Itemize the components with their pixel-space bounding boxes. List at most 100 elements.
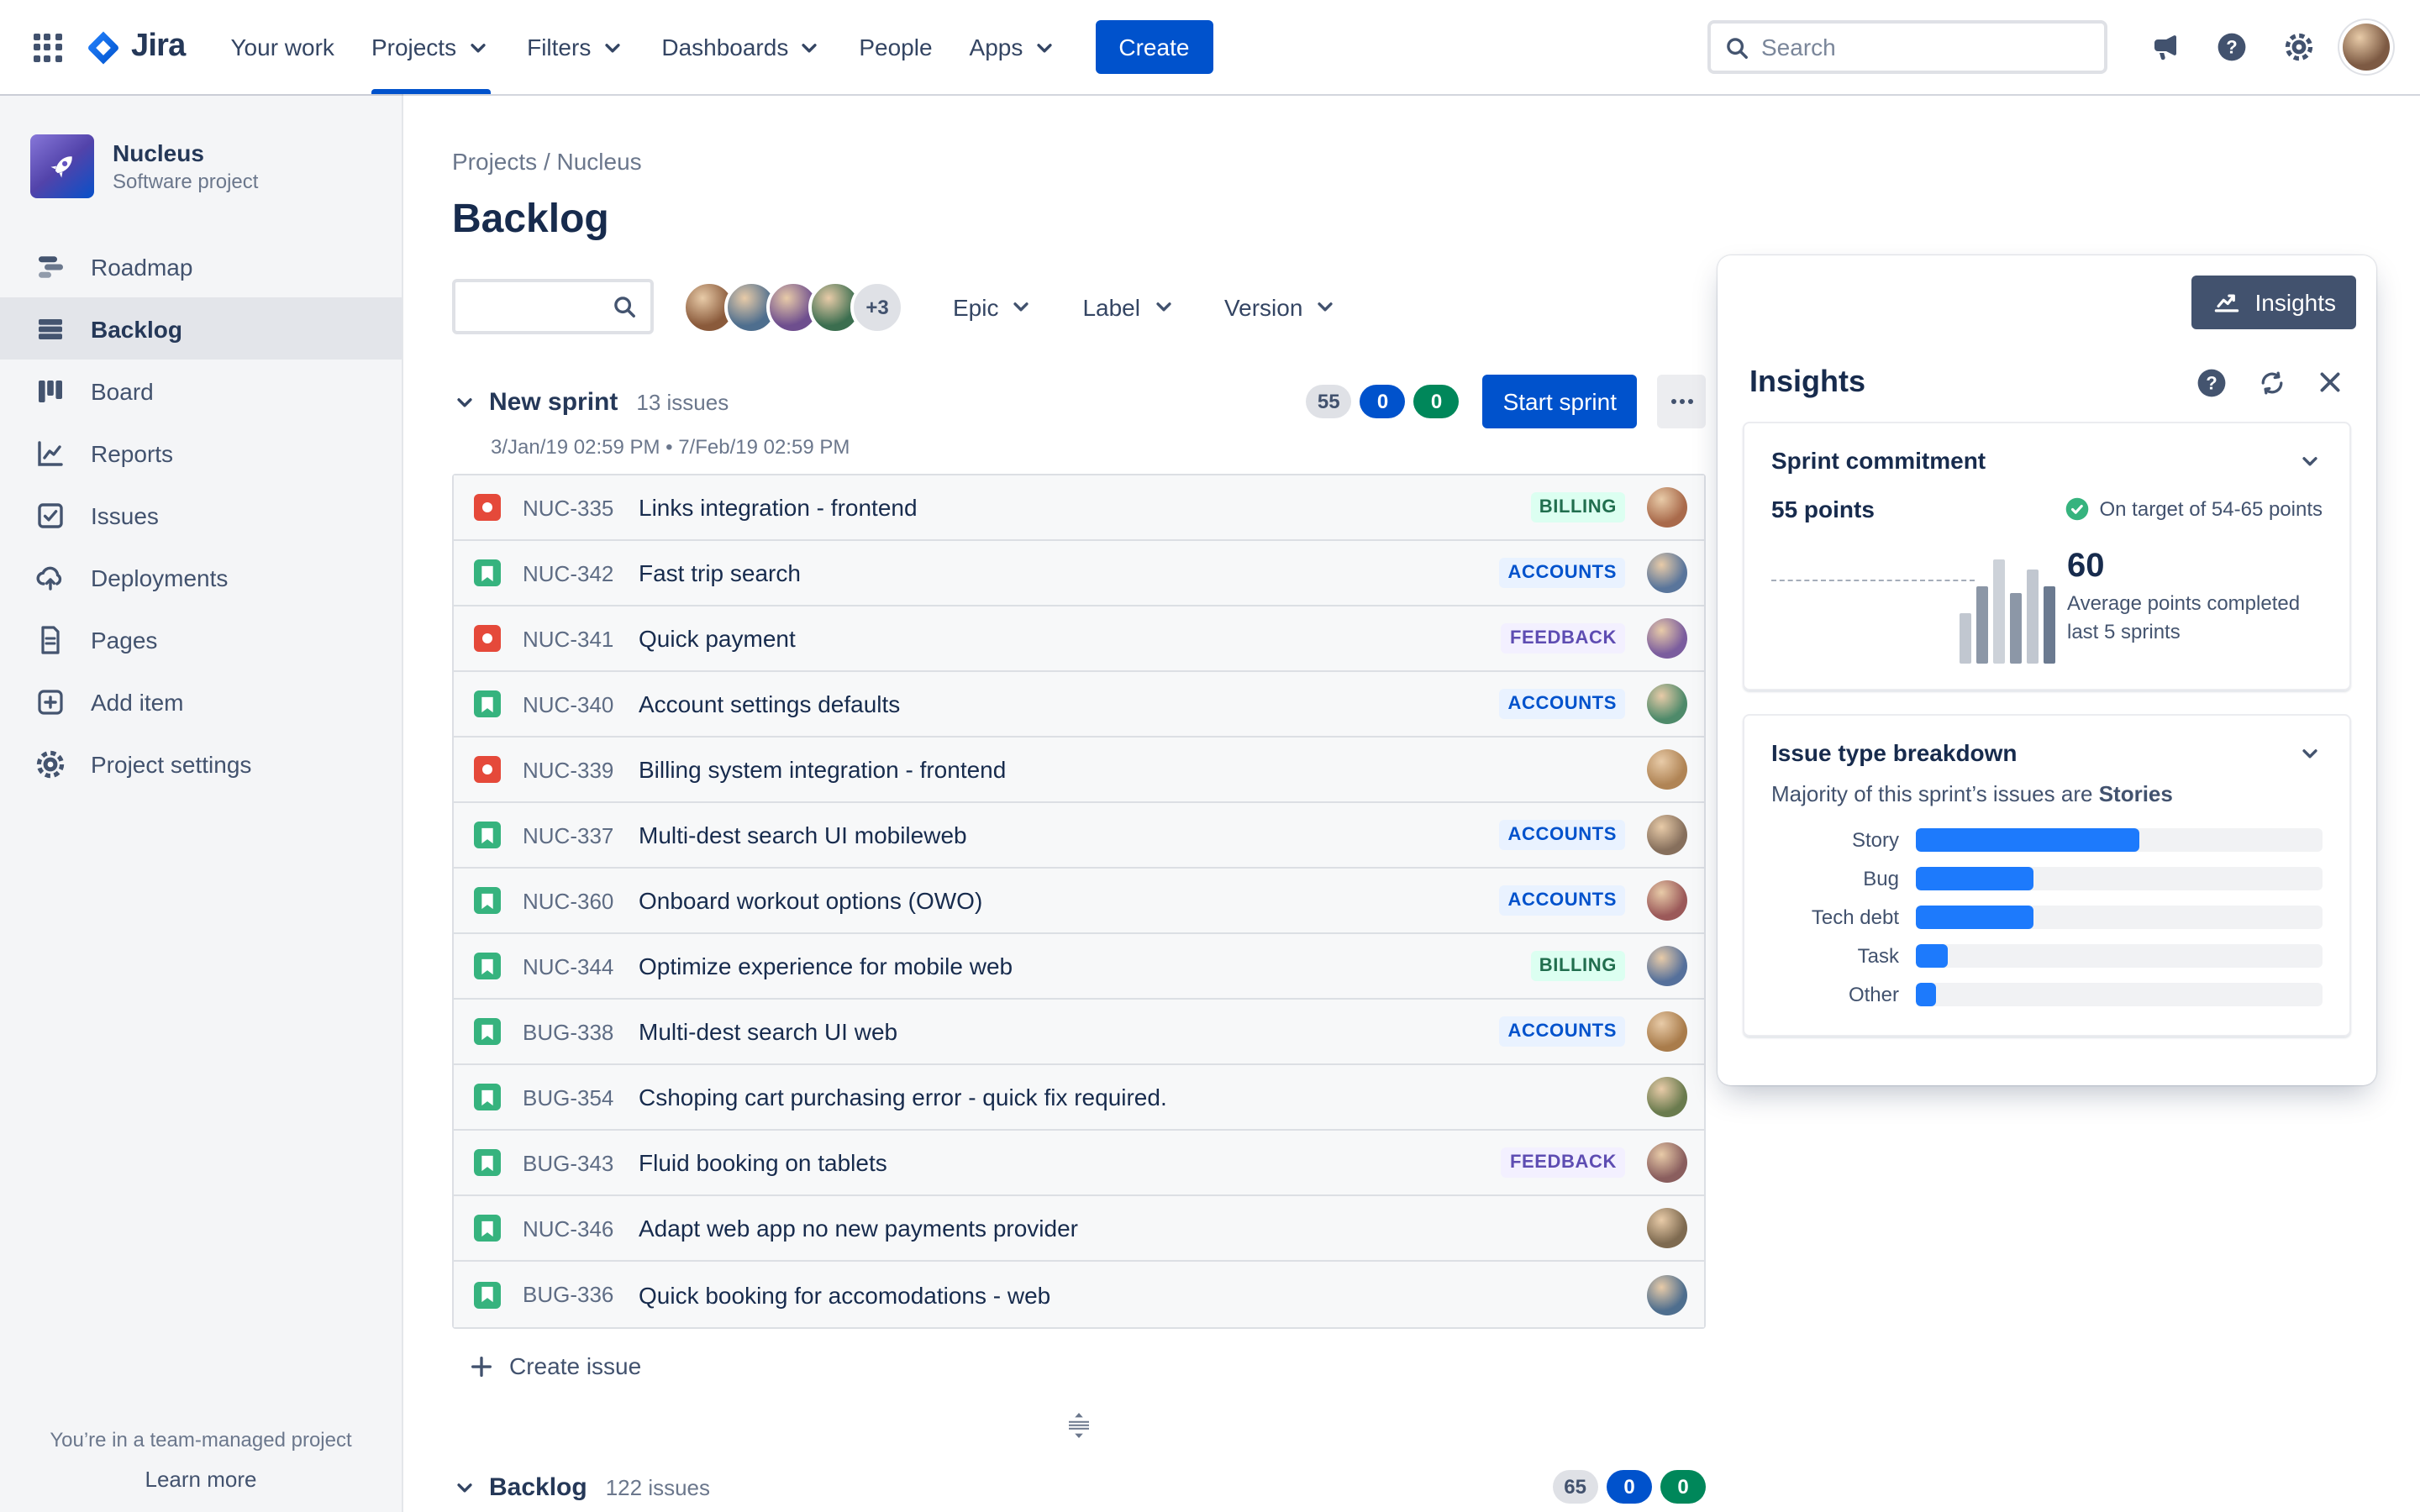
insights-help-button[interactable]: ?	[2195, 365, 2228, 399]
create-issue-button[interactable]: Create issue	[452, 1334, 1706, 1398]
issue-row[interactable]: BUG-336 Quick booking for accomodations -…	[454, 1262, 1704, 1327]
global-search[interactable]	[1707, 20, 2107, 74]
issue-row[interactable]: NUC-341 Quick payment FEEDBACK	[454, 606, 1704, 672]
assignee-avatar[interactable]	[1647, 618, 1687, 659]
nav-item-apps[interactable]: Apps	[951, 0, 1076, 94]
assignee-avatar[interactable]	[1647, 815, 1687, 855]
issue-row[interactable]: NUC-335 Links integration - frontend BILLI…	[454, 475, 1704, 541]
assignee-avatar[interactable]	[1647, 553, 1687, 593]
backlog-search[interactable]	[452, 279, 654, 334]
collapse-sprint-icon[interactable]	[452, 389, 477, 414]
filter-dropdown-epic[interactable]: Epic	[953, 293, 1034, 320]
sidebar-item-roadmap[interactable]: Roadmap	[0, 235, 402, 297]
breakdown-row: Other	[1771, 983, 2323, 1006]
assignee-avatar[interactable]	[1647, 1011, 1687, 1052]
sidebar-item-project-settings[interactable]: Project settings	[0, 732, 402, 795]
issue-row[interactable]: NUC-337 Multi-dest search UI mobileweb ACC…	[454, 803, 1704, 869]
issue-row[interactable]: NUC-342 Fast trip search ACCOUNTS	[454, 541, 1704, 606]
issue-row[interactable]: NUC-340 Account settings defaults ACCOUNTS	[454, 672, 1704, 738]
help-button[interactable]: ?	[2205, 20, 2259, 74]
roadmap-icon	[34, 249, 67, 283]
insights-refresh-button[interactable]	[2257, 367, 2287, 397]
average-points-caption: Average points completed last 5 sprints	[2067, 591, 2301, 643]
assignee-avatar[interactable]	[1647, 1208, 1687, 1248]
issue-row[interactable]: NUC-344 Optimize experience for mobile we…	[454, 934, 1704, 1000]
issue-row[interactable]: NUC-339 Billing system integration - fron…	[454, 738, 1704, 803]
sidebar-item-pages[interactable]: Pages	[0, 608, 402, 670]
sidebar-item-add-item[interactable]: Add item	[0, 670, 402, 732]
insights-panel-header: Insights ?	[1749, 365, 2344, 400]
insights-button[interactable]: Insights	[2191, 276, 2356, 329]
sidebar-item-issues[interactable]: Issues	[0, 484, 402, 546]
create-button[interactable]: Create	[1095, 20, 1213, 74]
assignee-avatar[interactable]	[1647, 946, 1687, 986]
section-resize-handle[interactable]	[452, 1413, 1706, 1438]
issue-row[interactable]: BUG-343 Fluid booking on tablets FEEDBACK	[454, 1131, 1704, 1196]
nav-item-projects[interactable]: Projects	[353, 0, 508, 94]
sprint-more-button[interactable]	[1657, 375, 1706, 428]
sidebar-item-board[interactable]: Board	[0, 360, 402, 422]
filter-dropdown-version[interactable]: Version	[1224, 293, 1338, 320]
story-type-icon	[474, 887, 501, 914]
learn-more-link[interactable]: Learn more	[145, 1467, 257, 1492]
target-dashed-line	[1771, 580, 1975, 581]
nav-item-your-work[interactable]: Your work	[212, 0, 353, 94]
backlog-estimate-badges: 65 0 0	[1552, 1470, 1706, 1504]
issue-row[interactable]: BUG-354 Cshoping cart purchasing error - …	[454, 1065, 1704, 1131]
svg-text:?: ?	[2206, 372, 2217, 393]
assignee-avatar[interactable]	[1647, 1077, 1687, 1117]
assignee-avatar[interactable]	[1647, 880, 1687, 921]
assignee-avatar[interactable]	[1647, 1274, 1687, 1315]
nav-item-filters[interactable]: Filters	[508, 0, 643, 94]
app-switcher-button[interactable]	[20, 20, 74, 74]
issue-row[interactable]: BUG-338 Multi-dest search UI web ACCOUNTS	[454, 1000, 1704, 1065]
nav-item-dashboards[interactable]: Dashboards	[643, 0, 840, 94]
sidebar-item-reports[interactable]: Reports	[0, 422, 402, 484]
issue-label-badge: BILLING	[1530, 492, 1625, 522]
project-header: Nucleus Software project	[0, 134, 402, 198]
start-sprint-button[interactable]: Start sprint	[1482, 375, 1637, 428]
breadcrumb-project-link[interactable]: Nucleus	[556, 148, 642, 175]
filter-avatar[interactable]	[808, 280, 862, 333]
sidebar-item-label: Issues	[91, 501, 159, 528]
announcements-button[interactable]	[2138, 20, 2191, 74]
sidebar-item-deployments[interactable]: Deployments	[0, 546, 402, 608]
global-search-input[interactable]	[1761, 34, 2091, 60]
issue-key: NUC-344	[523, 953, 614, 979]
collapse-backlog-icon[interactable]	[452, 1474, 477, 1499]
assignee-avatar[interactable]	[1647, 684, 1687, 724]
check-circle-icon	[2066, 497, 2090, 521]
svg-text:?: ?	[2226, 37, 2237, 58]
profile-avatar-button[interactable]	[2339, 20, 2393, 74]
issue-key: NUC-346	[523, 1215, 614, 1241]
backlog-issue-count: 122 issues	[605, 1474, 711, 1499]
issue-row[interactable]: NUC-346 Adapt web app no new payments pro…	[454, 1196, 1704, 1262]
insights-close-button[interactable]	[2316, 368, 2344, 396]
story-type-icon	[474, 1215, 501, 1242]
top-nav: Jira Your work Projects Filters Dashboards P…	[0, 0, 2420, 94]
sidebar-item-backlog[interactable]: Backlog	[0, 297, 402, 360]
assignee-avatar[interactable]	[1647, 487, 1687, 528]
jira-logo[interactable]: Jira	[84, 28, 186, 66]
sprint-commitment-chart: 60 Average points completed last 5 sprin…	[1771, 539, 2323, 664]
jira-logo-icon	[84, 28, 123, 66]
search-icon	[612, 294, 637, 319]
assignee-avatar[interactable]	[1647, 1142, 1687, 1183]
settings-button[interactable]	[2272, 20, 2326, 74]
breadcrumb-projects-link[interactable]: Projects	[452, 148, 538, 175]
chevron-down-icon	[1313, 294, 1338, 319]
sprint-history-bars	[1959, 559, 2055, 664]
filter-dropdown-label[interactable]: Label	[1082, 293, 1176, 320]
nav-item-people[interactable]: People	[840, 0, 950, 94]
issue-key: BUG-354	[523, 1084, 614, 1110]
issue-key: BUG-336	[523, 1282, 614, 1307]
backlog-search-input[interactable]	[469, 293, 612, 320]
filter-dropdown-label: Epic	[953, 293, 999, 320]
sprint-commitment-collapse-button[interactable]	[2297, 448, 2323, 473]
issue-row[interactable]: NUC-360 Onboard workout options (OWO) ACCO…	[454, 869, 1704, 934]
filter-avatars-more[interactable]: +3	[850, 280, 904, 333]
help-icon: ?	[2215, 30, 2249, 64]
breadcrumb: Projects / Nucleus	[452, 148, 2420, 175]
issue-breakdown-collapse-button[interactable]	[2297, 740, 2323, 765]
assignee-avatar[interactable]	[1647, 749, 1687, 790]
